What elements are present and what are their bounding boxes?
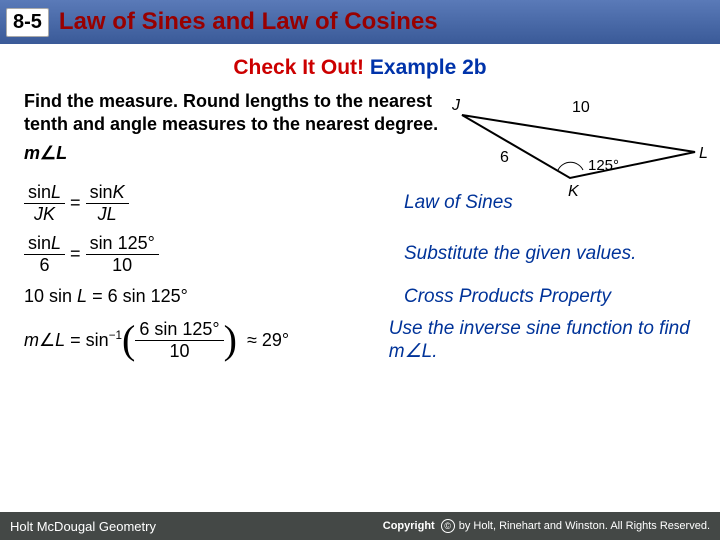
lesson-title: Law of Sines and Law of Cosines <box>59 8 438 36</box>
step-3-eq: 10 sin L = 6 sin 125° <box>24 286 404 307</box>
side-JK-label: 6 <box>500 149 509 166</box>
vertex-L: L <box>699 145 708 162</box>
slide-footer: Holt McDougal Geometry Copyright © by Ho… <box>0 512 720 540</box>
vertex-K: K <box>568 183 580 200</box>
problem-prompt: Find the measure. Round lengths to the n… <box>24 90 444 137</box>
footer-brand: Holt McDougal Geometry <box>10 519 156 534</box>
step-3-reason: Cross Products Property <box>404 286 611 308</box>
example-label: Example 2b <box>370 56 487 79</box>
vertex-J: J <box>451 97 461 114</box>
step-4-eq: m∠L = sin−1 ( 6 sin 125°10 ) ≈ 29° <box>24 319 389 362</box>
step-1-eq: sinLJK = sinKJL <box>24 182 404 225</box>
main-content: Find the measure. Round lengths to the n… <box>0 90 720 363</box>
check-it-out-label: Check It Out! <box>233 56 364 79</box>
footer-copyright: Copyright © by Holt, Rinehart and Winsto… <box>383 519 710 533</box>
side-JL-label: 10 <box>572 99 590 116</box>
copyright-icon: © <box>441 519 455 533</box>
step-2-eq: sinL6 = sin 125°10 <box>24 233 404 276</box>
lesson-header: 8-5 Law of Sines and Law of Cosines <box>0 0 720 44</box>
step-4-reason: Use the inverse sine function to find m∠… <box>389 318 696 363</box>
step-4-row: m∠L = sin−1 ( 6 sin 125°10 ) ≈ 29° Use t… <box>24 318 696 363</box>
subtitle-row: Check It Out! Example 2b <box>0 44 720 90</box>
step-2-reason: Substitute the given values. <box>404 243 636 265</box>
triangle-diagram: J K L 10 6 125° <box>450 90 710 200</box>
lesson-number-box: 8-5 <box>6 8 49 37</box>
equation-block: sinLJK = sinKJL Law of Sines sinL6 = sin… <box>24 182 696 363</box>
step-2-row: sinL6 = sin 125°10 Substitute the given … <box>24 233 696 276</box>
angle-K-label: 125° <box>588 157 619 174</box>
step-3-row: 10 sin L = 6 sin 125° Cross Products Pro… <box>24 286 696 308</box>
